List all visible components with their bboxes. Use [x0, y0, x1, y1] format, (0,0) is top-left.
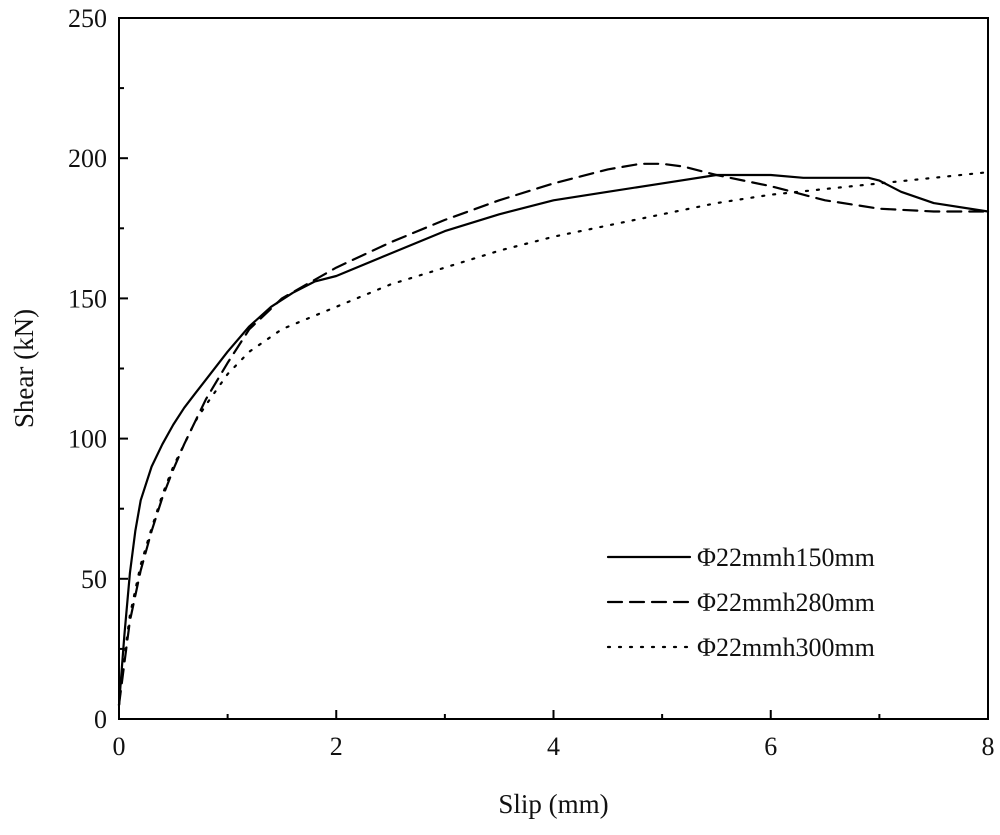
x-tick-label: 0: [113, 732, 126, 761]
y-tick-label: 0: [94, 705, 107, 734]
series-line-1: [117, 162, 990, 707]
x-tick-label: 6: [764, 732, 777, 761]
series-line-0: [117, 173, 990, 707]
x-axis-label: Slip (mm): [498, 789, 608, 819]
legend-label-0: Φ22mmh150mm: [697, 543, 875, 572]
axis-ticks: 0 2 4 6 8 0 50 100 150 200 250: [68, 4, 995, 761]
legend: Φ22mmh150mm Φ22mmh280mm Φ22mmh300mm: [606, 543, 875, 662]
x-tick-label: 8: [982, 732, 995, 761]
y-tick-label: 50: [81, 565, 107, 594]
y-tick-label: 150: [68, 284, 107, 313]
series-curves: [117, 162, 990, 707]
y-tick-label: 200: [68, 144, 107, 173]
legend-label-2: Φ22mmh300mm: [697, 633, 875, 662]
y-tick-label: 100: [68, 425, 107, 454]
x-tick-label: 4: [547, 732, 560, 761]
x-tick-label: 2: [330, 732, 343, 761]
series-line-2: [117, 171, 990, 707]
y-axis-label: Shear (kN): [9, 309, 39, 428]
y-tick-label: 250: [68, 4, 107, 33]
legend-label-1: Φ22mmh280mm: [697, 588, 875, 617]
